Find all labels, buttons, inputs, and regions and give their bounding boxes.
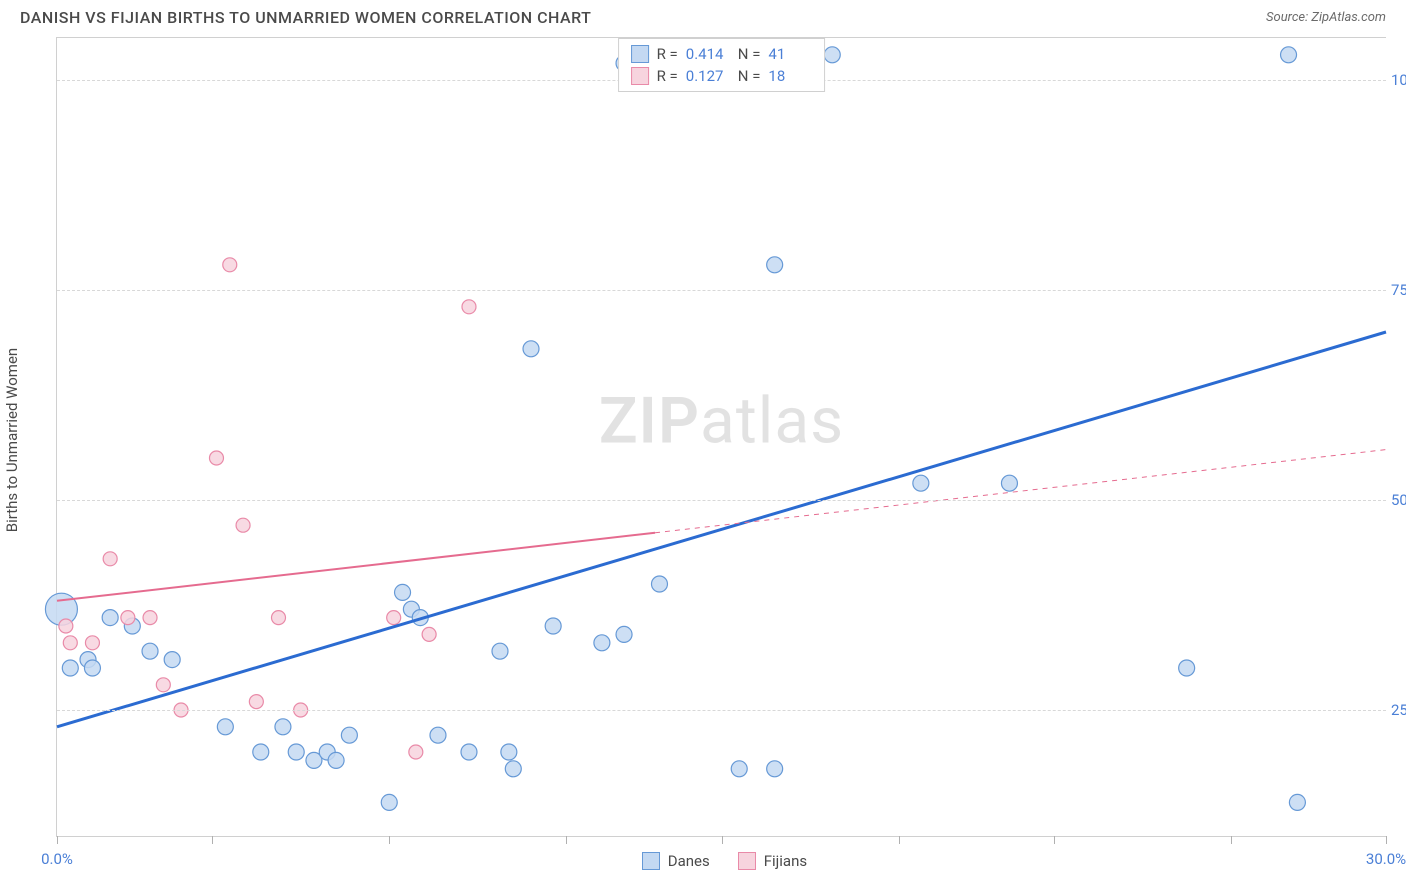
- data-point: [103, 552, 117, 566]
- data-point: [217, 719, 233, 735]
- legend-stats-row-danes: R = 0.414 N = 41: [631, 43, 813, 65]
- xtick: [1054, 836, 1055, 844]
- data-point: [1001, 475, 1017, 491]
- data-point: [767, 257, 783, 273]
- data-point: [341, 727, 357, 743]
- data-point: [253, 744, 269, 760]
- gridline-h: [57, 710, 1386, 711]
- legend-label: Danes: [668, 852, 710, 870]
- ytick-label: 100.0%: [1391, 71, 1406, 89]
- data-point: [594, 635, 610, 651]
- data-point: [164, 652, 180, 668]
- stat-r-label: R =: [657, 45, 678, 63]
- data-point: [395, 584, 411, 600]
- data-point: [422, 627, 436, 641]
- data-point: [1281, 47, 1297, 63]
- xtick: [57, 836, 58, 844]
- data-point: [236, 518, 250, 532]
- regression-line-dashed: [655, 450, 1386, 533]
- data-point: [63, 636, 77, 650]
- stat-n-label: N =: [738, 45, 761, 63]
- legend-swatch: [642, 852, 660, 870]
- xtick-label: 0.0%: [41, 850, 73, 868]
- stat-n-fijians: 18: [768, 67, 812, 85]
- stat-n-danes: 41: [768, 45, 812, 63]
- plot-svg: [57, 38, 1386, 836]
- data-point: [651, 576, 667, 592]
- data-point: [62, 660, 78, 676]
- data-point: [492, 643, 508, 659]
- legend-stats-box: R = 0.414 N = 41 R = 0.127 N = 18: [618, 38, 826, 92]
- data-point: [461, 744, 477, 760]
- legend-label: Fijians: [764, 852, 807, 870]
- stat-r-fijians: 0.127: [686, 67, 730, 85]
- chart-header: DANISH VS FIJIAN BIRTHS TO UNMARRIED WOM…: [0, 0, 1406, 31]
- data-point: [387, 611, 401, 625]
- ytick-label: 25.0%: [1391, 701, 1406, 719]
- data-point: [143, 611, 157, 625]
- ytick-label: 75.0%: [1391, 281, 1406, 299]
- gridline-h: [57, 500, 1386, 501]
- legend-item: Danes: [642, 852, 710, 870]
- stat-n-label: N =: [738, 67, 761, 85]
- legend-bottom: Danes Fijians: [642, 852, 807, 870]
- data-point: [275, 719, 291, 735]
- data-point: [430, 727, 446, 743]
- data-point: [1289, 794, 1305, 810]
- data-point: [501, 744, 517, 760]
- data-point: [381, 794, 397, 810]
- xtick: [1231, 836, 1232, 844]
- swatch-danes: [631, 45, 649, 63]
- data-point: [1179, 660, 1195, 676]
- legend-swatch: [738, 852, 756, 870]
- data-point: [731, 761, 747, 777]
- data-point: [84, 660, 100, 676]
- swatch-fijians: [631, 67, 649, 85]
- data-point: [328, 752, 344, 768]
- y-axis-label: Births to Unmarried Women: [3, 348, 21, 532]
- data-point: [523, 341, 539, 357]
- data-point: [121, 611, 135, 625]
- data-point: [142, 643, 158, 659]
- data-point: [272, 611, 286, 625]
- xtick: [1386, 836, 1387, 844]
- data-point: [223, 258, 237, 272]
- xtick-label: 30.0%: [1366, 850, 1406, 868]
- data-point: [462, 300, 476, 314]
- data-point: [249, 695, 263, 709]
- gridline-h: [57, 290, 1386, 291]
- data-point: [59, 619, 73, 633]
- chart-plot-area: ZIPatlas R = 0.414 N = 41 R = 0.127 N = …: [56, 37, 1386, 837]
- data-point: [616, 626, 632, 642]
- data-point: [209, 451, 223, 465]
- data-point: [505, 761, 521, 777]
- data-point: [102, 610, 118, 626]
- legend-stats-row-fijians: R = 0.127 N = 18: [631, 65, 813, 87]
- chart-source: Source: ZipAtlas.com: [1266, 10, 1386, 25]
- data-point: [409, 745, 423, 759]
- stat-r-label: R =: [657, 67, 678, 85]
- data-point: [767, 761, 783, 777]
- xtick: [389, 836, 390, 844]
- data-point: [824, 47, 840, 63]
- stat-r-danes: 0.414: [686, 45, 730, 63]
- xtick: [722, 836, 723, 844]
- ytick-label: 50.0%: [1391, 491, 1406, 509]
- data-point: [288, 744, 304, 760]
- chart-title: DANISH VS FIJIAN BIRTHS TO UNMARRIED WOM…: [20, 8, 591, 27]
- xtick: [566, 836, 567, 844]
- xtick: [899, 836, 900, 844]
- data-point: [545, 618, 561, 634]
- data-point: [85, 636, 99, 650]
- data-point: [156, 678, 170, 692]
- regression-line: [57, 533, 655, 601]
- xtick: [212, 836, 213, 844]
- legend-item: Fijians: [738, 852, 807, 870]
- data-point: [913, 475, 929, 491]
